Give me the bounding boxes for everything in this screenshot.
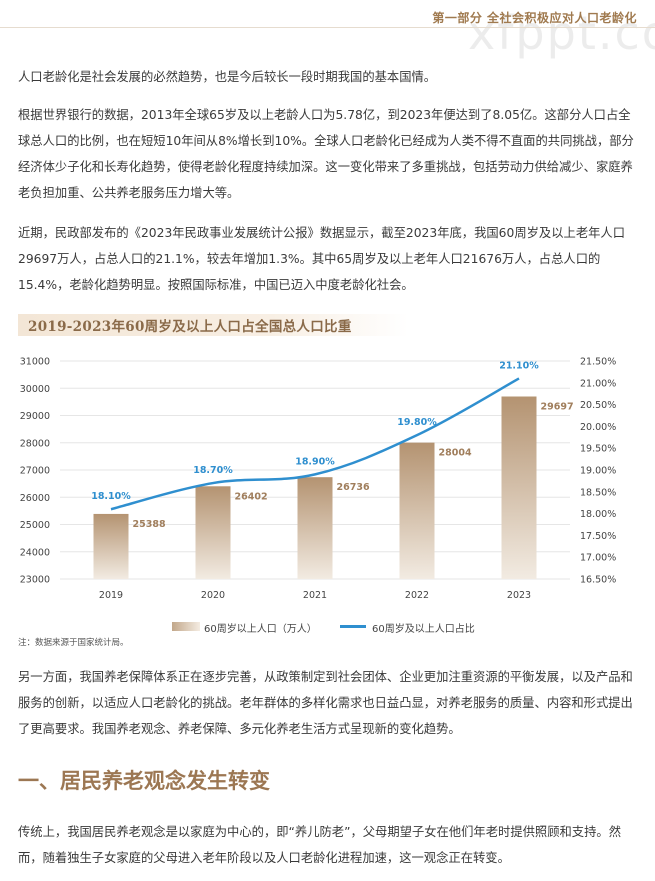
- paragraph-3: 近期，民政部发布的《2023年民政事业发展统计公报》数据显示，截至2023年底，…: [18, 226, 626, 292]
- aging-population-chart: 23000 24000 25000 26000 27000 28000 29000 30000…: [20, 357, 616, 602]
- bar-value-label: 29697: [541, 402, 574, 413]
- bar: [195, 486, 231, 579]
- legend-bar-swatch: [172, 622, 200, 631]
- bar-value-label: 28004: [439, 448, 472, 459]
- x-tick-label: 2023: [507, 590, 531, 601]
- watermark: xfppt.com: [468, 6, 655, 60]
- line-value-label: 18.90%: [295, 456, 335, 467]
- y-left-tick-label: 29000: [20, 411, 50, 422]
- y-left-tick-label: 27000: [20, 466, 50, 477]
- paragraph-4: 另一方面，我国养老保障体系正在逐步完善，从政策制定到社会团体、企业更加注重资源的…: [18, 670, 633, 736]
- x-tick-label: 2021: [303, 590, 327, 601]
- y-left-tick-label: 28000: [20, 438, 50, 449]
- bar: [399, 442, 435, 579]
- y-left-tick-label: 25000: [20, 520, 50, 531]
- chart-legend: 60周岁以上人口（万人） 60周岁及以上人口占比: [0, 618, 655, 636]
- y-right-tick-label: 18.00%: [580, 509, 616, 520]
- line-value-label: 21.10%: [499, 360, 539, 371]
- y-right-tick-label: 17.50%: [580, 531, 616, 542]
- x-tick-label: 2020: [201, 590, 225, 601]
- y-right-tick-label: 21.00%: [580, 378, 616, 389]
- legend-line-swatch: [340, 625, 366, 628]
- y-right-tick-label: 19.50%: [580, 444, 616, 455]
- bar-value-label: 26402: [235, 491, 268, 502]
- legend-bar-label: 60周岁以上人口（万人）: [204, 624, 317, 635]
- y-left-tick-label: 30000: [20, 384, 50, 395]
- chart-source-note: 注：数据来源于国家统计局。: [18, 638, 129, 648]
- y-right-tick-label: 16.50%: [580, 575, 616, 586]
- chart-title-background: [18, 314, 408, 336]
- legend-line-label: 60周岁及以上人口占比: [372, 624, 475, 635]
- section-heading: 一、居民养老观念发生转变: [18, 768, 270, 793]
- bar: [501, 396, 537, 579]
- y-right-tick-label: 18.50%: [580, 487, 616, 498]
- line-series: [110, 377, 520, 511]
- y-right-tick-label: 19.00%: [580, 466, 616, 477]
- line-value-label: 18.70%: [193, 465, 233, 476]
- y-left-tick-label: 23000: [20, 575, 50, 586]
- line-value-label: 19.80%: [397, 417, 437, 428]
- x-tick-label: 2019: [99, 590, 123, 601]
- y-left-tick-label: 31000: [20, 357, 50, 368]
- line-value-label: 18.10%: [91, 491, 131, 502]
- page-header-title: 第一部分 全社会积极应对人口老龄化: [432, 11, 637, 25]
- y-right-tick-label: 17.00%: [580, 553, 616, 564]
- y-left-tick-label: 24000: [20, 547, 50, 558]
- paragraph-5: 传统上，我国居民养老观念是以家庭为中心的，即“养儿防老”，父母期望子女在他们年老…: [18, 825, 621, 865]
- y-right-tick-label: 20.50%: [580, 400, 616, 411]
- x-tick-label: 2022: [405, 590, 429, 601]
- chart-title: 2019-2023年60周岁及以上人口占全国总人口比重: [28, 319, 352, 335]
- bar-value-label: 25388: [133, 519, 166, 530]
- y-left-tick-label: 26000: [20, 493, 50, 504]
- y-right-tick-label: 21.50%: [580, 357, 616, 368]
- y-right-tick-label: 20.00%: [580, 422, 616, 433]
- bar: [297, 477, 333, 579]
- bar: [93, 513, 129, 579]
- header-divider: [0, 27, 655, 28]
- paragraph-1: 人口老龄化是社会发展的必然趋势，也是今后较长一段时期我国的基本国情。: [18, 70, 437, 84]
- bar-value-label: 26736: [337, 482, 370, 493]
- paragraph-2: 根据世界银行的数据，2013年全球65岁及以上老龄人口为5.78亿，到2023年…: [18, 108, 634, 200]
